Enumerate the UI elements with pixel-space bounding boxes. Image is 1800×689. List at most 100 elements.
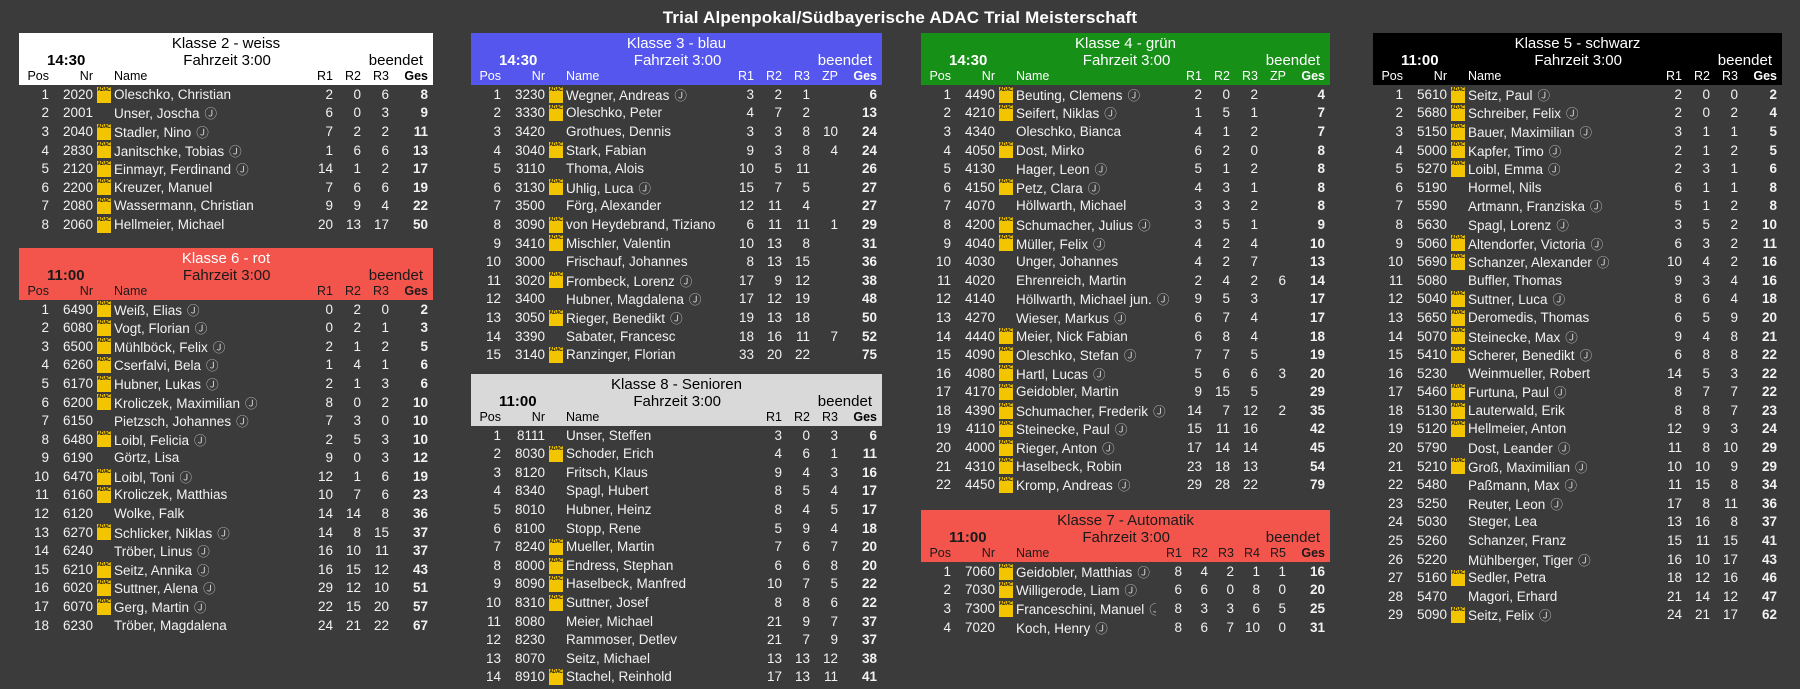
column-header-round: R2 — [1214, 69, 1230, 83]
table-body: 1 3230 ADAC Wegner, Andreas Ⓙ 3 2 1 6 2 3330 ADAC Ol… — [471, 85, 882, 364]
total-score-cell: 18 — [861, 520, 877, 536]
round-score-cell: 1 — [325, 142, 333, 158]
round-score-cell: 4 — [802, 464, 810, 480]
position-cell: 5 — [41, 161, 49, 177]
round-score-cell: 3 — [381, 375, 389, 391]
rider-name: Cserfalvi, Bela — [114, 358, 202, 374]
round-score-cell: 17 — [1722, 607, 1738, 623]
rider-name: Unser, Joscha — [114, 106, 200, 122]
flag-cell: ADAC — [93, 198, 114, 215]
round-score-cell: 10 — [373, 580, 389, 596]
position-cell: 15 — [33, 561, 49, 577]
rider-name: Bauer, Maximilian — [1468, 124, 1575, 140]
total-score-cell: 16 — [861, 464, 877, 480]
total-score-cell: 8 — [1769, 179, 1777, 195]
table-row: 17 5460 ADAC Furtuna, Paul Ⓙ 8 7 7 22 — [1373, 383, 1782, 402]
adac-flag-icon: ADAC — [1451, 402, 1465, 419]
flag-cell: ADAC — [995, 421, 1016, 438]
flag-cell: ADAC — [1447, 346, 1468, 363]
table-row: 8 4200 ADAC Schumacher, Julius Ⓙ 3 5 1 9 — [921, 215, 1330, 234]
position-cell: 3 — [41, 123, 49, 139]
table-header: Klasse 6 - rot 11:00 Fahrzeit 3:00 beendet P… — [19, 247, 433, 300]
number-cell: 8120 — [514, 464, 545, 480]
header-info-row: 14:30 Fahrzeit 3:00 beendet — [19, 52, 433, 69]
table-row: 21 4310 ADAC Haselbeck, Robin 23 18 13 54 — [921, 457, 1330, 476]
round-score-cell: 9 — [802, 613, 810, 629]
total-score-cell: 22 — [861, 576, 877, 592]
position-cell: 12 — [1387, 291, 1403, 307]
round-score-cell: 16 — [1242, 421, 1258, 437]
rider-name: Haselbeck, Robin — [1016, 458, 1122, 474]
round-score-cell: 18 — [1666, 570, 1682, 586]
round-score-cell: 6 — [1200, 619, 1208, 635]
round-score-cell: 6 — [1194, 309, 1202, 325]
junior-icon: Ⓙ — [197, 545, 210, 560]
round-score-cell: 7 — [1222, 347, 1230, 363]
round-score-cell: 4 — [830, 520, 838, 536]
total-score-cell: 17 — [861, 502, 877, 518]
rider-name-cell: Haselbeck, Robin — [1016, 459, 1174, 474]
flag-cell: ADAC — [545, 594, 566, 611]
junior-icon: Ⓙ — [217, 526, 230, 541]
column-header-round: R2 — [345, 69, 361, 83]
round-score-cell: 4 — [802, 502, 810, 518]
number-cell: 4090 — [964, 347, 995, 363]
start-time: 14:30 — [47, 52, 86, 69]
round-score-cell: 3 — [1222, 198, 1230, 214]
rider-name: Petz, Clara — [1016, 180, 1083, 196]
round-score-cell: 12 — [1666, 421, 1682, 437]
number-cell: 4440 — [964, 328, 995, 344]
junior-icon: Ⓙ — [1550, 497, 1563, 512]
flag-cell: ADAC — [995, 216, 1016, 233]
position-cell: 13 — [935, 309, 951, 325]
adac-flag-icon: ADAC — [97, 580, 111, 597]
rider-name: Paßmann, Max — [1468, 478, 1560, 494]
rider-name: Meier, Michael — [566, 613, 654, 629]
round-score-cell: 3 — [1674, 216, 1682, 232]
round-score-cell: 3 — [1702, 235, 1710, 251]
round-score-cell: 15 — [345, 599, 361, 615]
table-row: 23 5250 Reuter, Leon Ⓙ 17 8 11 36 — [1373, 494, 1782, 513]
rider-name: Mühlberger, Tiger — [1468, 552, 1574, 568]
round-score-cell: 20 — [317, 216, 333, 232]
position-cell: 18 — [33, 617, 49, 633]
round-score-cell: 7 — [802, 632, 810, 648]
round-score-cell: 8 — [1674, 384, 1682, 400]
round-score-cell: 14 — [317, 524, 333, 540]
column-header-round: R3 — [794, 69, 810, 83]
flag-cell: ADAC — [1447, 402, 1468, 419]
number-cell: 6500 — [62, 338, 93, 354]
column-header-row: Pos Nr Name R1 R2 R3 Ges — [1373, 69, 1782, 84]
table-row: 9 6190 Görtz, Lisa 9 0 3 12 — [19, 449, 433, 468]
rider-name: Franceschini, Manuel — [1016, 602, 1145, 618]
flag-cell: ADAC — [545, 105, 566, 122]
number-cell: 8910 — [514, 669, 545, 685]
number-cell: 5130 — [1416, 402, 1447, 418]
rider-name: Loibl, Felicia — [114, 432, 190, 448]
round-score-cell: 7 — [1730, 384, 1738, 400]
position-cell: 14 — [1387, 328, 1403, 344]
junior-icon: Ⓙ — [1102, 442, 1115, 457]
round-score-cell: 11 — [1215, 421, 1230, 437]
adac-flag-icon: ADAC — [999, 439, 1013, 456]
total-score-cell: 31 — [861, 235, 877, 251]
position-cell: 9 — [1395, 235, 1403, 251]
round-score-cell: 7 — [1226, 619, 1234, 635]
number-cell: 4340 — [964, 123, 995, 139]
total-score-cell: 22 — [1761, 347, 1777, 363]
rider-name-cell: Höllwarth, Michael jun. Ⓙ — [1016, 289, 1174, 308]
rider-name-cell: Förg, Alexander — [566, 198, 726, 213]
total-score-cell: 23 — [1761, 402, 1777, 418]
number-cell: 5040 — [1416, 291, 1447, 307]
rider-name-cell: Wieser, Markus Ⓙ — [1016, 308, 1174, 327]
table-row: 14 6240 Tröber, Linus Ⓙ 16 10 11 37 — [19, 541, 433, 560]
rider-name-cell: Meier, Michael — [566, 614, 754, 629]
round-score-cell: 3 — [774, 427, 782, 443]
number-cell: 5060 — [1416, 235, 1447, 251]
column-header-nr: Nr — [79, 69, 93, 83]
number-cell: 2060 — [62, 216, 93, 232]
column-header-row: Pos Nr Name R1 R2 R3 ZP Ges — [921, 69, 1330, 84]
number-cell: 6170 — [62, 375, 93, 391]
round-score-cell: 33 — [738, 347, 754, 363]
adac-flag-icon: ADAC — [549, 446, 563, 463]
